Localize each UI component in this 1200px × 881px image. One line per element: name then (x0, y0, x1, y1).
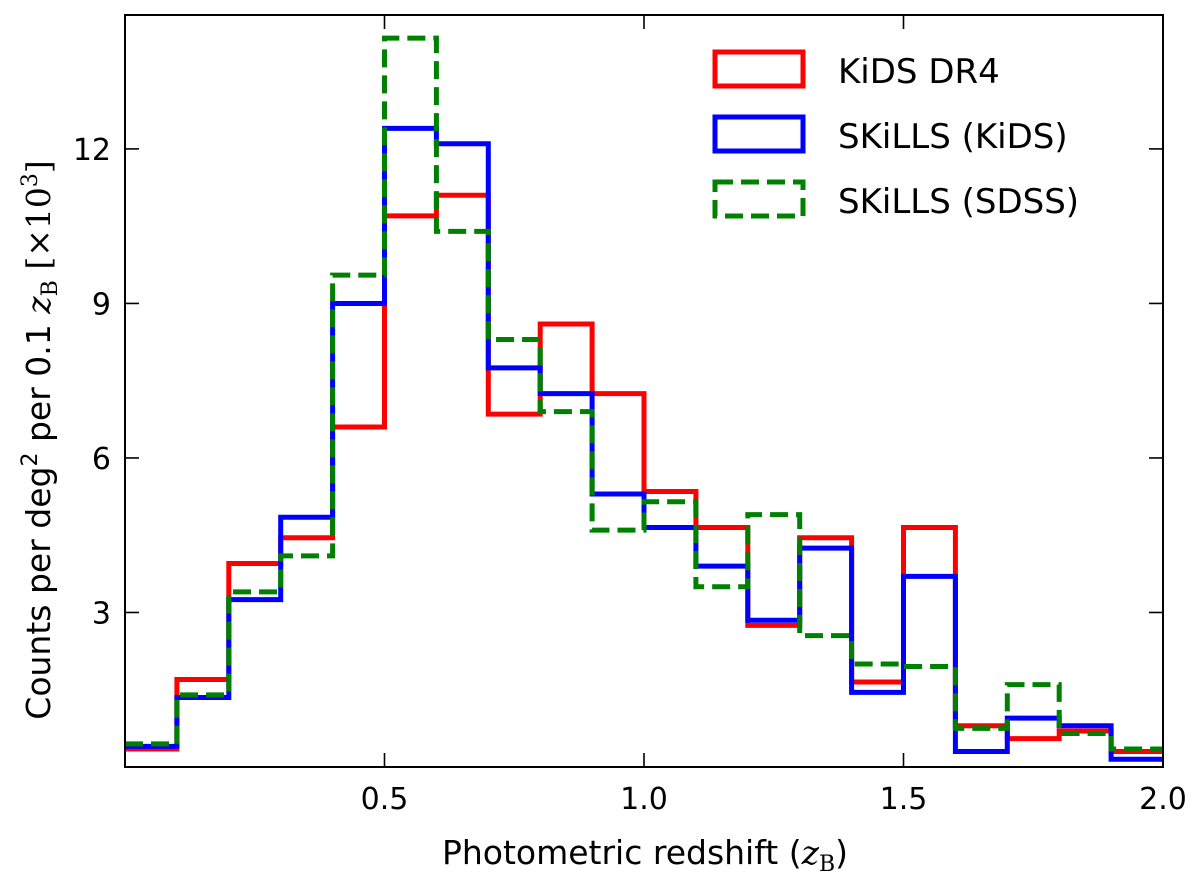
y-axis-label-sup: 2 (18, 453, 43, 467)
y-axis-label: Counts per deg2 per 0.1 zB [×103] (18, 160, 63, 719)
tick-layer: 0.5 1.0 1.5 2.0 3 6 9 12 (73, 15, 1187, 817)
y-axis-label-prefix: Counts per deg (19, 467, 58, 720)
y-axis-label-bracket-open: [×10 (19, 187, 58, 280)
x-tick-label-3: 2.0 (1139, 782, 1187, 817)
x-tick-label-1: 1.0 (620, 782, 668, 817)
series-layer (125, 35, 1163, 762)
y-axis-label-bracket-close: ] (19, 160, 58, 173)
y-tick-label-2: 9 (92, 287, 111, 322)
plot-frame (124, 14, 1164, 768)
x-axis-label-suffix: ) (835, 833, 848, 872)
y-tick-label-1: 6 (92, 442, 111, 477)
series-line-2 (125, 35, 1163, 752)
x-axis-label-var: z (801, 833, 820, 872)
y-axis-label-mid: per 0.1 (19, 314, 58, 453)
x-tick-label-2: 1.5 (880, 782, 928, 817)
legend-label-kids-dr4: KiDS DR4 (838, 52, 1000, 92)
legend-label-skills-kids: SKiLLS (KiDS) (838, 117, 1068, 157)
y-axis-label-exp: 3 (18, 173, 43, 187)
y-tick-label-0: 3 (92, 596, 111, 631)
y-axis-label-var: z (19, 296, 58, 315)
legend: KiDS DR4 SKiLLS (KiDS) SKiLLS (SDSS) (712, 49, 1079, 222)
legend-swatch-skills-sdss (712, 179, 806, 219)
y-axis-label-sub: B (38, 280, 63, 296)
series-line-0 (125, 192, 1163, 755)
legend-swatch-skills-kids (712, 114, 806, 154)
x-axis-label-sub: B (819, 852, 835, 877)
x-tick-label-0: 0.5 (361, 782, 409, 817)
x-axis-label-prefix: Photometric redshift ( (442, 833, 802, 872)
legend-swatch-kids-dr4 (712, 49, 806, 89)
y-tick-label-3: 12 (73, 133, 111, 168)
series-line-1 (125, 125, 1163, 762)
legend-label-skills-sdss: SKiLLS (SDSS) (838, 182, 1079, 222)
x-axis-label: Photometric redshift (zB) (442, 833, 848, 877)
